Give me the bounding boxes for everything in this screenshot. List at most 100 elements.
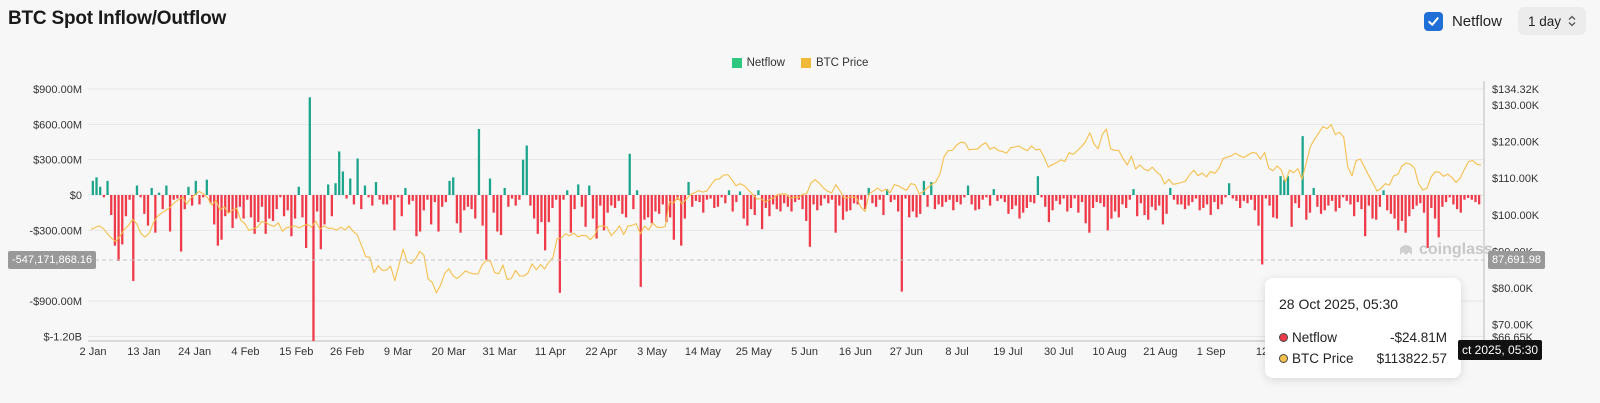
btc-price-line	[90, 124, 1482, 294]
page-title: BTC Spot Inflow/Outflow	[8, 8, 227, 29]
netflow-bar	[312, 195, 315, 342]
interval-select[interactable]: 1 day	[1517, 7, 1586, 35]
netflow-bar	[349, 178, 352, 195]
netflow-bar	[323, 195, 326, 225]
netflow-bar	[1014, 195, 1017, 206]
netflow-bar	[507, 195, 510, 207]
netflow-bar	[654, 195, 657, 212]
netflow-bar	[433, 195, 436, 203]
netflow-bar	[492, 195, 495, 213]
netflow-bar	[1191, 195, 1194, 203]
netflow-bar	[121, 195, 124, 245]
netflow-bar	[165, 185, 168, 195]
netflow-bar	[290, 195, 293, 237]
netflow-bar	[444, 195, 447, 203]
netflow-bar	[992, 189, 995, 195]
netflow-bar	[1235, 195, 1238, 201]
netflow-bar	[282, 195, 286, 217]
x-axis-tick-label: 30 Jul	[1044, 346, 1073, 358]
netflow-bar	[941, 195, 944, 207]
netflow-bar	[867, 187, 870, 195]
netflow-bar	[639, 195, 642, 287]
right-axis-tick-label: $70.00K	[1492, 320, 1534, 332]
x-axis-tick-label: 31 Mar	[482, 346, 517, 358]
netflow-bar	[1069, 195, 1073, 208]
netflow-bar	[1029, 195, 1032, 203]
netflow-bar	[168, 195, 172, 232]
netflow-bar	[1279, 176, 1282, 195]
netflow-bar	[694, 195, 698, 201]
netflow-bar	[1297, 195, 1301, 208]
legend-item-netflow[interactable]: Netflow	[731, 57, 785, 69]
netflow-bar	[1239, 195, 1242, 208]
x-axis-tick-label: 27 Jun	[890, 346, 923, 358]
netflow-bar	[908, 195, 911, 218]
netflow-checkbox[interactable]	[1423, 11, 1443, 31]
netflow-bar	[139, 195, 142, 198]
netflow-bar	[518, 195, 521, 200]
netflow-bar	[591, 195, 595, 219]
netflow-bar	[757, 190, 760, 195]
netflow-bar	[713, 195, 716, 208]
left-axis-tick-label: $300.00M	[33, 155, 82, 167]
netflow-bar	[231, 195, 234, 228]
netflow-bar	[404, 187, 407, 195]
chart-tooltip: 28 Oct 2025, 05:30 Netflow -$24.81M BTC …	[1265, 278, 1461, 378]
netflow-bar	[1393, 195, 1396, 219]
netflow-bar	[411, 195, 414, 201]
netflow-bar	[838, 195, 841, 206]
legend-item-btc-price[interactable]: BTC Price	[800, 57, 868, 69]
right-axis-tick-label: $120.00K	[1492, 136, 1540, 148]
netflow-bar	[904, 195, 907, 199]
netflow-bar	[161, 195, 164, 210]
netflow-bar	[790, 195, 793, 212]
netflow-bar	[1102, 195, 1106, 207]
netflow-bar	[621, 195, 624, 214]
netflow-bar	[1382, 190, 1385, 195]
netflow-bar	[1375, 195, 1378, 220]
netflow-bar	[1272, 195, 1275, 218]
netflow-bar	[1220, 195, 1223, 205]
netflow-bar	[216, 195, 220, 246]
tooltip-value-btc-price: $113822.57	[1376, 351, 1447, 366]
netflow-bar	[301, 195, 304, 218]
netflow-bar	[271, 195, 275, 221]
legend-swatch-btc-price	[800, 58, 811, 68]
netflow-bar	[1216, 195, 1220, 210]
netflow-bar	[985, 195, 988, 198]
x-axis-tick-label: 25 May	[736, 346, 773, 358]
netflow-bar	[1165, 195, 1168, 214]
netflow-bar	[187, 186, 190, 195]
netflow-bar	[588, 185, 591, 195]
netflow-bar	[1275, 195, 1279, 219]
netflow-bar	[702, 195, 705, 213]
netflow-bar	[577, 184, 580, 195]
netflow-bar	[124, 195, 128, 217]
netflow-bar	[514, 195, 517, 206]
netflow-bar	[246, 195, 249, 200]
netflow-bar	[742, 195, 745, 219]
netflow-bar	[683, 195, 687, 219]
netflow-bar	[1389, 195, 1393, 214]
netflow-bar	[1334, 195, 1337, 212]
netflow-bar	[113, 195, 117, 246]
netflow-bar	[1349, 195, 1352, 205]
netflow-bar	[1150, 195, 1154, 207]
netflow-bar	[1154, 195, 1157, 211]
netflow-bar	[738, 191, 742, 195]
netflow-bar	[1125, 195, 1128, 208]
netflow-bar	[981, 195, 984, 200]
netflow-bar	[503, 187, 506, 195]
netflow-bar	[624, 195, 628, 218]
netflow-bar	[1246, 195, 1249, 204]
netflow-bar	[595, 195, 598, 239]
netflow-bar	[606, 195, 609, 213]
left-axis-tick-label: -$300.00M	[29, 225, 82, 237]
netflow-bar	[529, 195, 532, 206]
netflow-bar	[1176, 195, 1179, 205]
netflow-bar	[297, 186, 300, 195]
netflow-toggle-label[interactable]: Netflow	[1451, 12, 1502, 30]
netflow-bar	[448, 180, 451, 195]
netflow-bar	[900, 195, 903, 292]
